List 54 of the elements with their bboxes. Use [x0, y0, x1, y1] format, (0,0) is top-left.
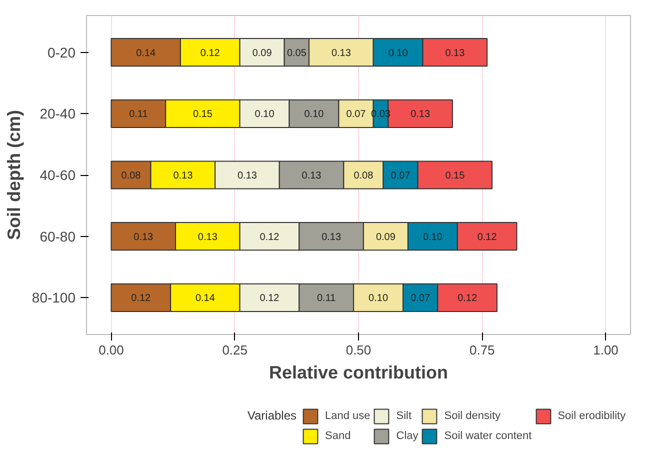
- data-label: 0.07: [346, 109, 366, 120]
- data-label: 0.07: [390, 170, 411, 182]
- data-label: 0.09: [376, 232, 396, 243]
- y-tick-label: 0-20: [47, 44, 76, 60]
- legend-label: Soil water content: [444, 430, 532, 442]
- data-label: 0.13: [410, 109, 430, 120]
- legend-label: Soil density: [444, 410, 501, 422]
- data-label: 0.11: [129, 109, 148, 120]
- x-tick-label: 0.00: [98, 342, 124, 358]
- y-tick-label: 80-100: [32, 290, 76, 306]
- data-label: 0.05: [286, 48, 307, 59]
- data-label: 0.13: [134, 232, 154, 243]
- data-label: 0.09: [252, 48, 272, 59]
- data-label: 0.13: [302, 170, 322, 182]
- data-label: 0.14: [136, 48, 156, 59]
- x-tick-label: 0.50: [346, 342, 372, 358]
- y-tick-label: 60-80: [40, 228, 76, 244]
- data-label: 0.13: [173, 170, 194, 182]
- data-label: 0.13: [198, 232, 218, 243]
- data-label: 0.11: [316, 293, 336, 304]
- data-label: 0.13: [331, 48, 352, 59]
- y-tick-label: 20-40: [40, 106, 76, 122]
- data-label: 0.12: [458, 293, 478, 304]
- data-label: 0.08: [354, 170, 374, 182]
- data-label: 0.14: [195, 293, 216, 304]
- data-label: 0.10: [368, 293, 388, 304]
- data-label: 0.10: [304, 109, 324, 120]
- data-label: 0.12: [131, 293, 152, 304]
- data-label: 0.13: [322, 232, 342, 243]
- legend-label: Silt: [396, 410, 413, 422]
- x-tick-label: 1.00: [593, 342, 618, 358]
- legend-label: Sand: [325, 430, 351, 442]
- x-axis-title: Relative contribution: [268, 362, 448, 382]
- data-label: 0.15: [445, 170, 466, 182]
- data-label: 0.10: [388, 48, 408, 59]
- data-label: 0.13: [237, 170, 258, 182]
- y-tick-label: 40-60: [40, 167, 76, 183]
- data-label: 0.12: [477, 232, 498, 243]
- legend-label: Land use: [325, 410, 370, 422]
- data-label: 0.10: [254, 109, 275, 120]
- legend-label: Clay: [396, 430, 418, 442]
- data-label: 0.07: [410, 293, 430, 304]
- y-axis-title: Soil depth (cm): [4, 110, 24, 240]
- data-label: 0.12: [200, 48, 220, 59]
- data-label: 0.13: [445, 48, 466, 59]
- legend-title: Variables: [247, 408, 297, 422]
- x-tick-label: 0.75: [469, 342, 495, 358]
- data-label: 0.15: [192, 109, 213, 120]
- data-label: 0.08: [121, 170, 142, 182]
- legend-label: Soil erodibility: [558, 410, 626, 422]
- data-label: 0.12: [260, 232, 280, 243]
- data-label: 0.12: [260, 293, 280, 304]
- data-label: 0.10: [422, 232, 443, 243]
- x-tick-label: 0.25: [222, 342, 248, 358]
